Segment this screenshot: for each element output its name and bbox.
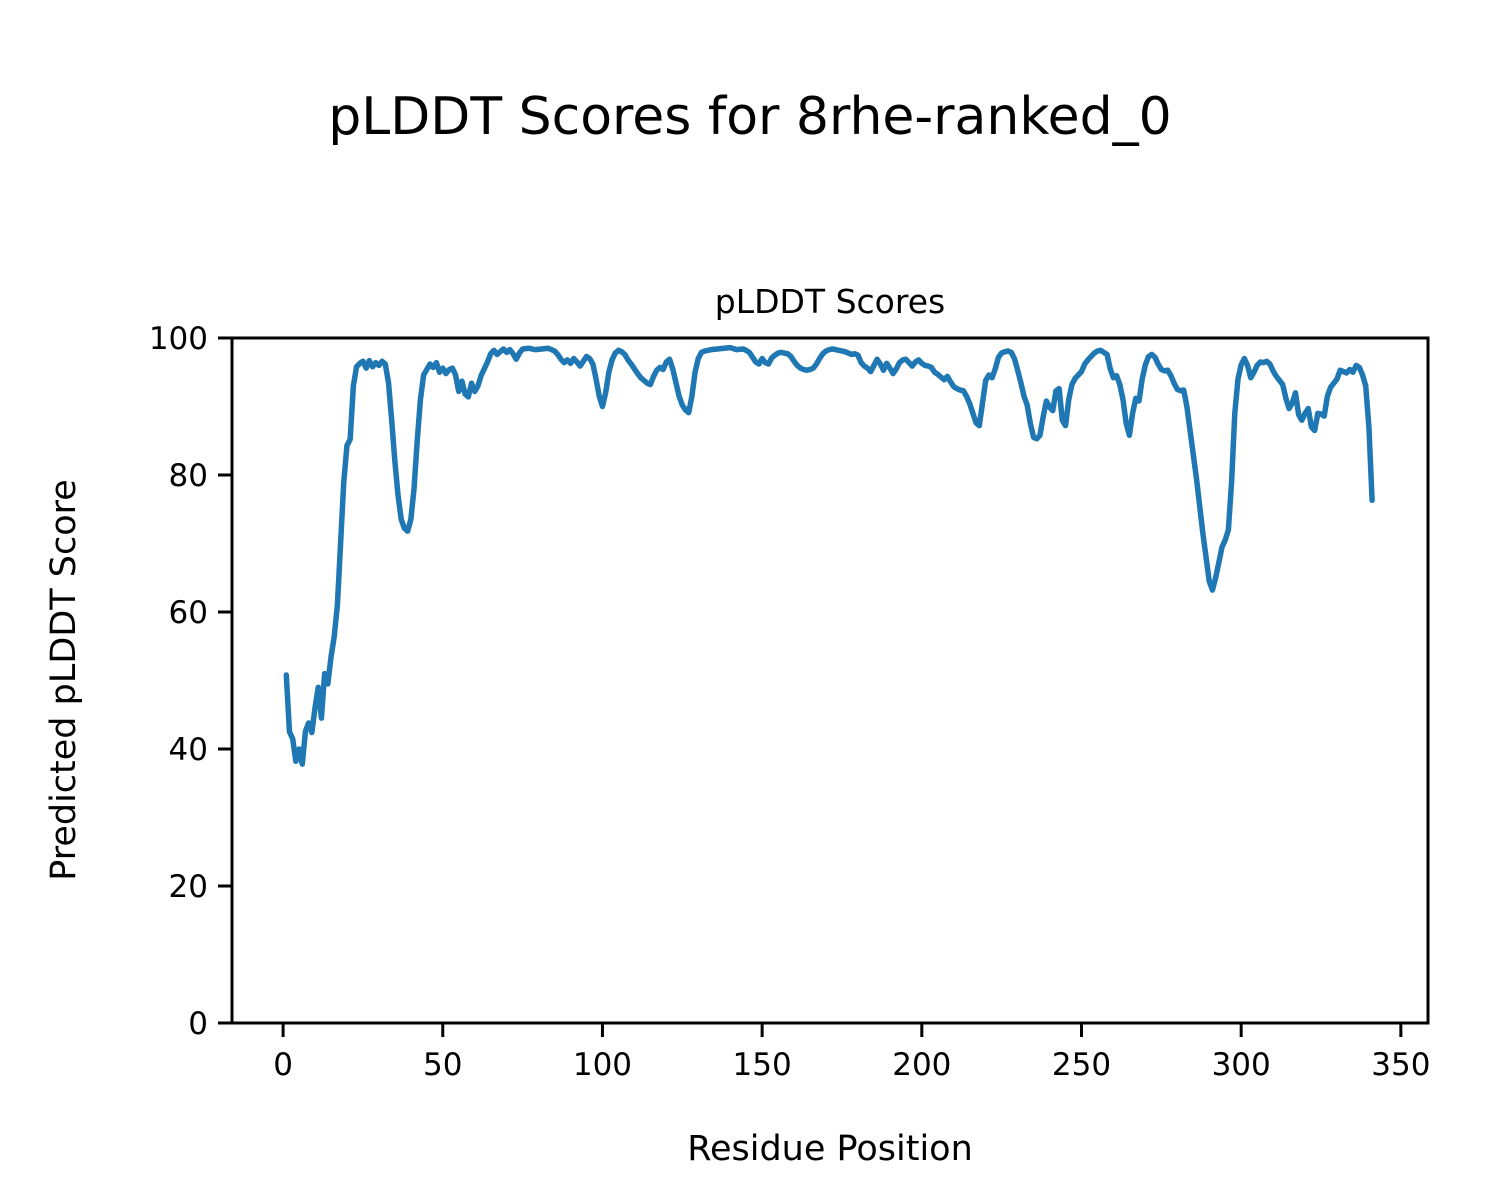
x-axis-label: Residue Position xyxy=(687,1129,973,1169)
y-tick-label: 60 xyxy=(169,595,208,631)
x-tick-label: 350 xyxy=(1371,1047,1430,1083)
x-tick-label: 300 xyxy=(1212,1047,1271,1083)
x-tick-label: 200 xyxy=(892,1047,951,1083)
y-tick-label: 20 xyxy=(169,869,208,905)
x-tick-label: 0 xyxy=(273,1047,293,1083)
y-axis-ticks: 0 20 40 60 80 100 xyxy=(149,321,232,1042)
x-tick-label: 100 xyxy=(573,1047,632,1083)
y-tick-label: 100 xyxy=(149,321,208,357)
axes-title: pLDDT Scores xyxy=(715,282,945,321)
x-axis-ticks: 0 50 100 150 200 250 300 350 xyxy=(273,1023,1430,1083)
y-tick-label: 40 xyxy=(169,732,208,768)
x-tick-label: 150 xyxy=(733,1047,792,1083)
plddt-line xyxy=(283,344,1375,767)
x-tick-label: 50 xyxy=(423,1047,462,1083)
y-axis-label: Predicted pLDDT Score xyxy=(44,479,84,881)
plot-border xyxy=(230,336,1430,1025)
x-tick-label: 250 xyxy=(1052,1047,1111,1083)
y-tick-label: 80 xyxy=(169,458,208,494)
y-tick-label: 0 xyxy=(188,1006,208,1042)
figure-title: pLDDT Scores for 8rhe-ranked_0 xyxy=(328,87,1171,147)
